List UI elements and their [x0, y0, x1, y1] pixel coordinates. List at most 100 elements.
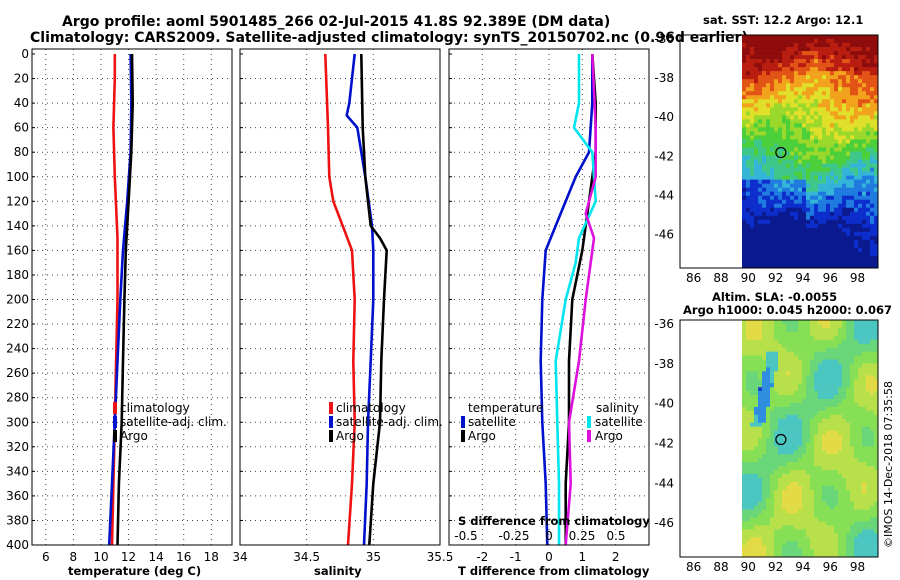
sst-cell — [742, 252, 746, 256]
sst-cell — [810, 236, 814, 240]
sst-cell — [806, 180, 810, 184]
sst-cell — [854, 147, 858, 151]
sst-cell — [830, 71, 834, 75]
sst-cell — [850, 103, 854, 107]
sst-cell — [862, 176, 866, 180]
sla-cell — [870, 423, 874, 427]
sla-cell — [846, 521, 850, 525]
sst-cell — [838, 208, 842, 212]
sla-cell — [854, 431, 858, 435]
sst-cell — [750, 220, 754, 224]
sla-cell — [826, 462, 830, 466]
sst-cell — [782, 103, 786, 107]
sla-cell — [838, 446, 842, 450]
sla-cell — [778, 340, 782, 344]
sst-cell — [838, 156, 842, 160]
sst-cell — [790, 115, 794, 119]
sst-cell — [834, 83, 838, 87]
sst-cell — [778, 164, 782, 168]
sla-cell — [866, 344, 870, 348]
sla-cell — [802, 367, 806, 371]
sla-cell — [786, 470, 790, 474]
sla-cell — [774, 387, 778, 391]
sst-cell — [850, 212, 854, 216]
sla-cell — [790, 514, 794, 518]
sst-cell — [758, 55, 762, 59]
sla-cell — [810, 521, 814, 525]
sla-cell — [814, 498, 818, 502]
sla-cell — [766, 537, 770, 541]
title-line-2: Climatology: CARS2009. Satellite-adjuste… — [30, 30, 748, 46]
sst-cell — [754, 103, 758, 107]
sla-cell — [854, 537, 858, 541]
sla-cell — [822, 387, 826, 391]
sst-cell — [814, 131, 818, 135]
sla-cell — [850, 399, 854, 403]
sst-cell — [750, 228, 754, 232]
sst-cell — [766, 260, 770, 264]
sla-cell — [826, 419, 830, 423]
sst-cell — [746, 147, 750, 151]
sst-cell — [742, 87, 746, 91]
sla-cell — [838, 340, 842, 344]
sst-cell — [798, 47, 802, 51]
sla-cell — [754, 395, 758, 399]
sst-cell — [858, 176, 862, 180]
sla-cell — [826, 336, 830, 340]
sla-cell — [810, 439, 814, 443]
sla-cell — [750, 391, 754, 395]
sla-cell — [826, 521, 830, 525]
sst-cell — [754, 248, 758, 252]
sla-cell — [858, 379, 862, 383]
sst-cell — [866, 196, 870, 200]
sst-cell — [834, 111, 838, 115]
sla-cell — [758, 363, 762, 367]
sla-cell — [742, 502, 746, 506]
sla-cell — [810, 356, 814, 360]
sst-cell — [866, 184, 870, 188]
sla-cell — [822, 395, 826, 399]
sla-cell — [858, 521, 862, 525]
sla-cell — [742, 344, 746, 348]
sla-cell — [806, 367, 810, 371]
sla-cell — [794, 324, 798, 328]
depth-tick-label: 100 — [6, 170, 29, 184]
sla-cell — [806, 336, 810, 340]
sst-cell — [790, 240, 794, 244]
sla-cell — [778, 367, 782, 371]
sst-cell — [790, 139, 794, 143]
sla-cell — [814, 506, 818, 510]
sla-cell — [846, 336, 850, 340]
sst-cell — [870, 147, 874, 151]
sla-cell — [758, 371, 762, 375]
sst-cell — [810, 156, 814, 160]
sst-cell — [858, 139, 862, 143]
sla-cell — [806, 510, 810, 514]
sst-cell — [834, 127, 838, 131]
sla-cell — [822, 537, 826, 541]
sla-cell — [778, 529, 782, 533]
sla-cell — [858, 462, 862, 466]
sla-cell — [866, 450, 870, 454]
sla-cell — [854, 435, 858, 439]
sla-cell — [754, 383, 758, 387]
sla-cell — [778, 494, 782, 498]
sst-cell — [814, 43, 818, 47]
sla-cell — [822, 415, 826, 419]
sla-cell — [870, 419, 874, 423]
sst-cell — [810, 256, 814, 260]
sst-cell — [818, 168, 822, 172]
sst-cell — [834, 123, 838, 127]
sst-cell — [750, 107, 754, 111]
sst-cell — [846, 164, 850, 168]
sst-cell — [778, 224, 782, 228]
sst-cell — [826, 55, 830, 59]
sla-cell — [806, 387, 810, 391]
sst-cell — [798, 236, 802, 240]
sst-cell — [758, 127, 762, 131]
sst-map: sat. SST: 12.2 Argo: 12.1 -36-38-40-42-4… — [654, 13, 878, 285]
sla-cell — [854, 423, 858, 427]
sst-cell — [814, 196, 818, 200]
sla-cell — [834, 328, 838, 332]
sst-cell — [866, 200, 870, 204]
